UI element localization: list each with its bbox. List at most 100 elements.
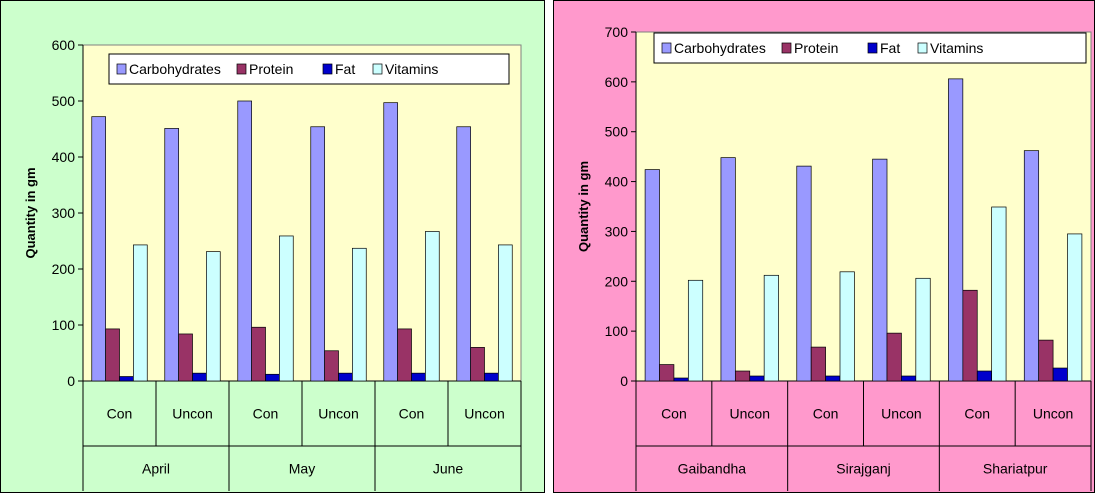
right-x-group-label: Gaibandha — [678, 461, 747, 477]
left-y-tick-label: 200 — [52, 261, 76, 277]
left-y-tick-label: 0 — [67, 373, 75, 389]
left-x-group-label: June — [433, 461, 464, 477]
right-bar-protein — [962, 289, 978, 382]
left-legend — [108, 53, 510, 85]
right-legend-swatch — [917, 42, 928, 54]
right-bar-carbohydrates — [720, 157, 736, 382]
right-bar-fat — [976, 370, 993, 382]
right-x-group-label: Shariatpur — [983, 461, 1048, 477]
right-bar-vitamins — [915, 277, 931, 382]
left-bar-protein — [397, 328, 412, 382]
left-bar-protein — [251, 326, 266, 382]
left-y-tick-label: 400 — [52, 149, 76, 165]
right-plot-area — [635, 31, 1092, 382]
right-legend-entry: Vitamins — [930, 40, 983, 56]
left-x-tick-label: Uncon — [172, 406, 212, 422]
left-bar-vitamins — [279, 235, 294, 382]
left-legend-swatch — [116, 63, 127, 75]
right-y-tick-label: 400 — [605, 174, 629, 190]
right-y-axis-label: Quantity in gm — [576, 161, 591, 252]
right-bar-protein — [886, 332, 902, 382]
left-y-axis-label: Quantity in gm — [23, 168, 38, 259]
chart-panel-left: 0 100 200 300 400 500 600 Quantity in gm Con Unco… — [0, 0, 545, 493]
right-x-tick-label: Con — [964, 406, 990, 422]
left-bar-protein — [324, 350, 339, 382]
right-bar-fat — [1052, 367, 1068, 382]
left-bar-fat — [411, 372, 426, 382]
right-y-tick-label: 100 — [605, 323, 629, 339]
right-bar-fat — [901, 375, 917, 382]
left-y-tick-label: 100 — [52, 317, 76, 333]
left-x-tick-label: Uncon — [318, 406, 358, 422]
right-bar-carbohydrates — [1023, 150, 1040, 382]
chart-right: 0 100 200 300 400 500 600 700 Quantity in gm Con U… — [576, 24, 1092, 491]
left-x-group-label: April — [142, 461, 170, 477]
left-x-group-label: May — [289, 461, 315, 477]
left-bar-fat — [265, 373, 280, 382]
left-legend-swatch — [372, 63, 383, 75]
left-bar-carbohydrates — [310, 126, 325, 382]
chart-panel-right: 0 100 200 300 400 500 600 700 Quantity in gm Con U… — [553, 0, 1095, 493]
left-bar-protein — [470, 347, 485, 382]
left-bar-vitamins — [425, 231, 440, 382]
right-bar-protein — [810, 346, 826, 382]
left-x-tick-label: Con — [253, 406, 279, 422]
left-bar-vitamins — [352, 247, 367, 382]
left-bar-protein — [178, 333, 193, 382]
right-x-tick-label: Uncon — [881, 406, 921, 422]
right-legend-entry: Fat — [880, 40, 900, 56]
left-legend-swatch — [236, 63, 247, 75]
left-bar-protein — [105, 328, 120, 382]
right-y-tick-label: 300 — [605, 223, 629, 239]
right-x-tick-label: Con — [813, 406, 839, 422]
right-legend-swatch — [867, 42, 878, 54]
left-bar-vitamins — [498, 244, 513, 382]
left-bar-fat — [338, 372, 353, 382]
left-bar-carbohydrates — [91, 116, 106, 382]
right-x-tick-label: Uncon — [1033, 406, 1073, 422]
left-legend-swatch — [322, 63, 333, 75]
left-bar-carbohydrates — [456, 126, 471, 382]
right-bar-vitamins — [687, 279, 704, 382]
right-bar-carbohydrates — [796, 165, 812, 382]
right-bar-vitamins — [991, 206, 1007, 382]
left-y-tick-label: 300 — [52, 205, 76, 221]
right-bar-vitamins — [763, 274, 779, 382]
right-y-tick-label: 200 — [605, 273, 629, 289]
right-legend-swatch — [781, 42, 792, 54]
chart-left: 0 100 200 300 400 500 600 Quantity in gm Con Unco… — [23, 37, 522, 491]
left-y-tick-label: 600 — [52, 37, 76, 53]
left-legend-entry: Protein — [249, 61, 293, 77]
left-x-tick-label: Uncon — [464, 406, 504, 422]
left-legend-entry: Vitamins — [385, 61, 438, 77]
right-bar-carbohydrates — [644, 169, 660, 382]
right-y-tick-label: 0 — [620, 373, 628, 389]
right-bar-protein — [1038, 339, 1054, 382]
right-x-tick-label: Con — [661, 406, 687, 422]
right-bar-protein — [659, 364, 675, 382]
right-bar-vitamins — [839, 271, 855, 382]
left-bar-fat — [192, 372, 207, 382]
left-plot-area — [82, 44, 522, 382]
right-bar-fat — [673, 377, 689, 382]
left-bar-fat — [484, 372, 499, 382]
right-y-tick-label: 700 — [605, 24, 629, 40]
right-x-group-label: Sirajganj — [836, 461, 890, 477]
right-bar-fat — [825, 375, 841, 382]
right-y-tick-label: 600 — [605, 74, 629, 90]
right-legend-entry: Carbohydrates — [674, 40, 766, 56]
right-bar-protein — [734, 370, 751, 382]
left-y-tick-label: 500 — [52, 93, 76, 109]
left-bar-carbohydrates — [164, 128, 179, 382]
left-bar-vitamins — [133, 244, 148, 382]
left-x-tick-label: Con — [107, 406, 133, 422]
right-bar-fat — [749, 375, 765, 382]
right-bar-vitamins — [1067, 233, 1083, 382]
right-y-tick-label: 500 — [605, 124, 629, 140]
right-bar-carbohydrates — [948, 78, 964, 382]
left-bar-carbohydrates — [237, 100, 252, 382]
right-bar-carbohydrates — [872, 158, 888, 382]
left-bar-vitamins — [206, 251, 221, 382]
right-x-tick-label: Uncon — [730, 406, 770, 422]
right-legend-entry: Protein — [794, 40, 838, 56]
